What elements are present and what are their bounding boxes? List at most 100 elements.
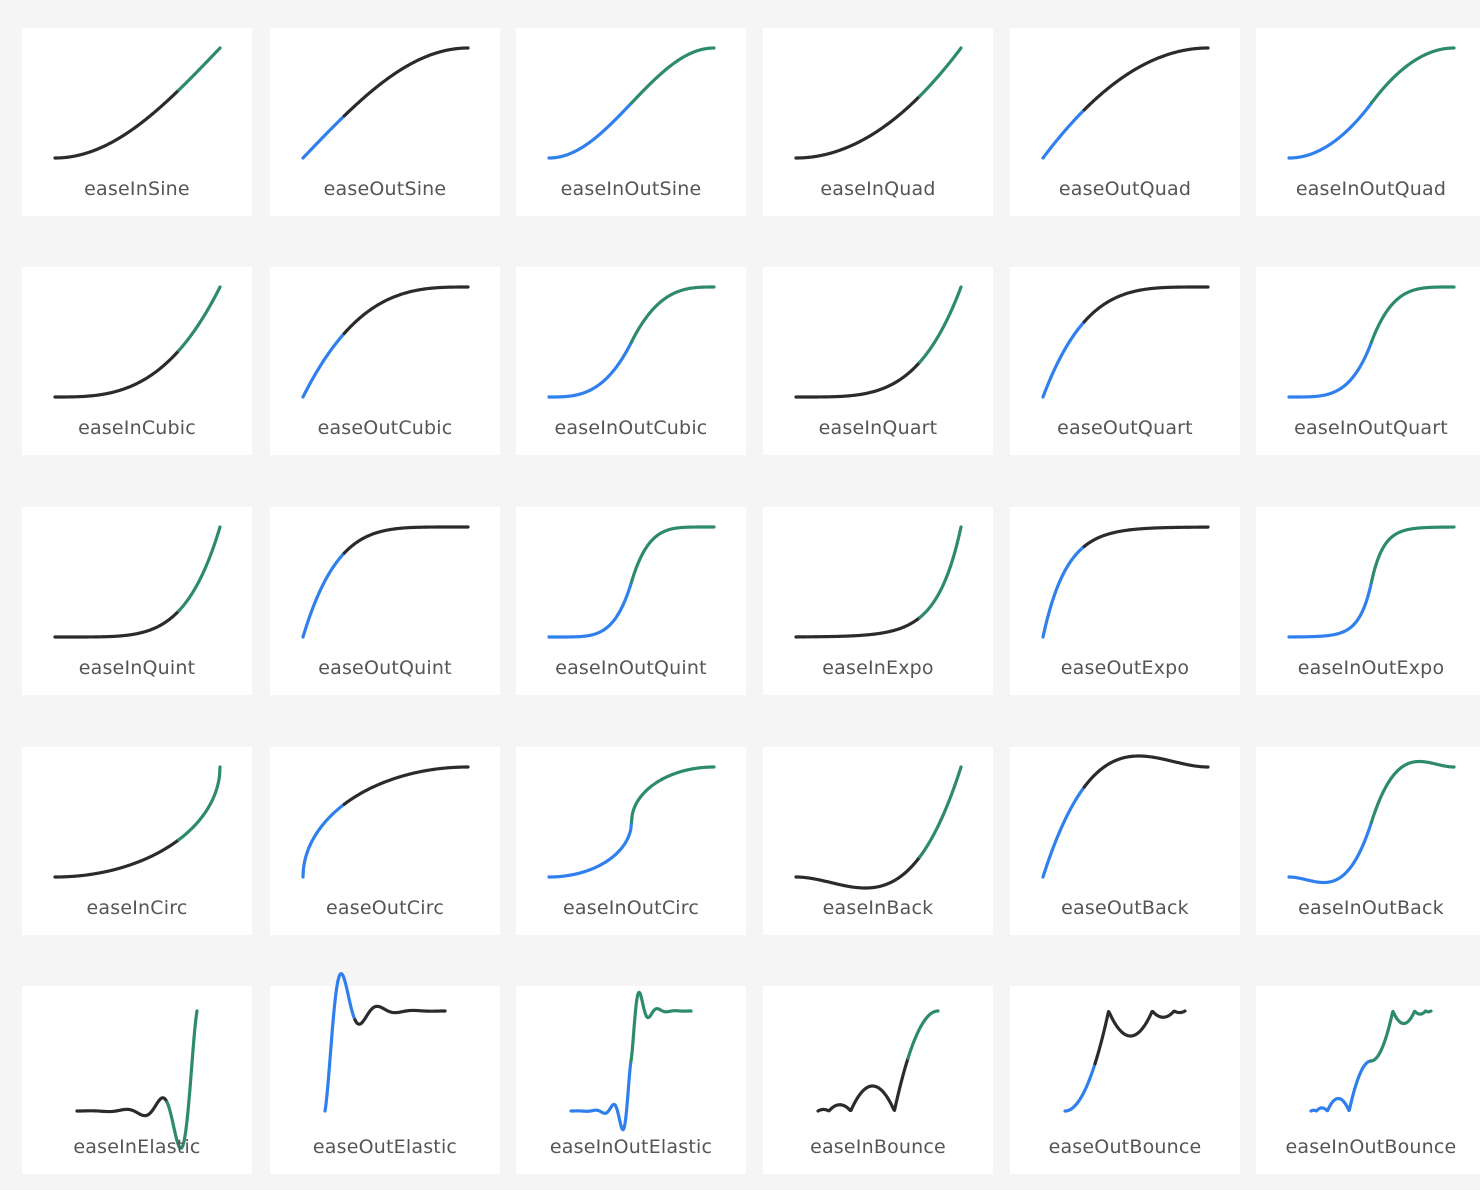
easing-label: easeOutCubic bbox=[317, 417, 453, 439]
easing-label: easeInOutBounce bbox=[1285, 1136, 1457, 1158]
curve-plot bbox=[1041, 754, 1210, 879]
easing-card[interactable]: easeInOutElastic bbox=[516, 986, 746, 1174]
easing-curve bbox=[918, 46, 963, 98]
curve-plot bbox=[794, 46, 963, 160]
curve-plot bbox=[547, 525, 716, 639]
easing-curve bbox=[794, 855, 922, 890]
easing-curve bbox=[301, 331, 346, 399]
easing-curve bbox=[1369, 46, 1456, 105]
easing-curve bbox=[1369, 285, 1456, 344]
easing-card[interactable]: easeInOutQuad bbox=[1256, 28, 1480, 216]
curve-plot bbox=[816, 1009, 940, 1113]
curve-plot bbox=[547, 285, 716, 399]
easing-curve bbox=[794, 360, 922, 399]
easing-card[interactable]: easeInElastic bbox=[22, 986, 252, 1174]
curve-plot bbox=[569, 990, 693, 1132]
easing-card[interactable]: easeInOutExpo bbox=[1256, 507, 1480, 695]
curve-plot bbox=[1041, 525, 1210, 639]
easing-card[interactable]: easeOutSine bbox=[270, 28, 500, 216]
easing-card[interactable]: easeInCubic bbox=[22, 267, 252, 455]
easing-curve bbox=[53, 609, 181, 639]
easing-card[interactable]: easeInQuad bbox=[763, 28, 993, 216]
easing-card[interactable]: easeInQuint bbox=[22, 507, 252, 695]
easing-label: easeInOutQuad bbox=[1295, 178, 1447, 200]
easing-curve bbox=[1369, 525, 1456, 584]
easing-curve bbox=[547, 340, 634, 399]
easing-curve bbox=[1063, 1062, 1097, 1113]
easing-label: easeInOutCubic bbox=[554, 417, 708, 439]
easing-card[interactable]: easeInOutBounce bbox=[1256, 986, 1480, 1174]
easing-card[interactable]: easeInBounce bbox=[763, 986, 993, 1174]
easing-curve bbox=[794, 615, 922, 639]
easing-curve bbox=[1041, 544, 1086, 639]
easing-card[interactable]: easeInOutCubic bbox=[516, 267, 746, 455]
easing-card[interactable]: easeInQuart bbox=[763, 267, 993, 455]
easing-card[interactable]: easeInOutQuint bbox=[516, 507, 746, 695]
easing-label: easeInOutCirc bbox=[563, 897, 699, 919]
easing-card[interactable]: easeOutExpo bbox=[1010, 507, 1240, 695]
easing-curve bbox=[1287, 340, 1374, 399]
easing-curve bbox=[1041, 785, 1086, 879]
easing-card[interactable]: easeOutCirc bbox=[270, 747, 500, 935]
curve-plot bbox=[1287, 285, 1456, 399]
easing-card[interactable]: easeInExpo bbox=[763, 507, 993, 695]
easing-label: easeOutBounce bbox=[1048, 1136, 1202, 1158]
easing-curve bbox=[794, 94, 922, 160]
curve-plot bbox=[301, 46, 470, 160]
easing-curve bbox=[301, 114, 346, 160]
easing-curve bbox=[1369, 759, 1456, 824]
easing-curve bbox=[53, 838, 181, 879]
easing-curve bbox=[323, 972, 357, 1113]
curve-plot bbox=[53, 525, 222, 639]
easing-curve bbox=[547, 101, 634, 160]
easing-card[interactable]: easeOutBack bbox=[1010, 747, 1240, 935]
easing-curve bbox=[918, 525, 963, 620]
easing-card[interactable]: easeOutQuart bbox=[1010, 267, 1240, 455]
easing-curve bbox=[177, 525, 222, 613]
easing-curve bbox=[918, 285, 963, 364]
curve-plot bbox=[1041, 46, 1210, 160]
easing-label: easeOutCirc bbox=[326, 897, 444, 919]
easing-card[interactable]: easeInOutBack bbox=[1256, 747, 1480, 935]
easing-card[interactable]: easeInCirc bbox=[22, 747, 252, 935]
easing-curve bbox=[177, 46, 222, 92]
easing-label: easeOutBack bbox=[1061, 897, 1189, 919]
curve-plot bbox=[1063, 1009, 1187, 1113]
easing-label: easeOutQuint bbox=[318, 657, 452, 679]
easing-card[interactable]: easeOutQuint bbox=[270, 507, 500, 695]
easing-curve bbox=[342, 285, 470, 336]
curve-plot bbox=[1287, 525, 1456, 639]
easing-label: easeInQuint bbox=[78, 657, 196, 679]
easing-label: easeInExpo bbox=[822, 657, 934, 679]
easing-card[interactable]: easeOutBounce bbox=[1010, 986, 1240, 1174]
easing-curve bbox=[629, 285, 716, 344]
easing-curve bbox=[1041, 320, 1086, 399]
easing-curve bbox=[918, 765, 963, 859]
easing-curve bbox=[1082, 754, 1210, 789]
easing-card[interactable]: easeInSine bbox=[22, 28, 252, 216]
easing-card[interactable]: easeInBack bbox=[763, 747, 993, 935]
easing-curve bbox=[342, 46, 470, 118]
easing-curve bbox=[342, 525, 470, 555]
easing-card[interactable]: easeOutCubic bbox=[270, 267, 500, 455]
easing-curve bbox=[177, 285, 222, 353]
easing-curve bbox=[547, 820, 634, 879]
easing-curve bbox=[1287, 820, 1374, 885]
easing-curve bbox=[177, 765, 222, 842]
easing-label: easeInBack bbox=[822, 897, 934, 919]
easing-curve bbox=[629, 990, 693, 1063]
easing-curve bbox=[569, 1059, 633, 1132]
easing-card[interactable]: easeInOutSine bbox=[516, 28, 746, 216]
easing-curve bbox=[75, 1096, 169, 1118]
easing-card[interactable]: easeOutQuad bbox=[1010, 28, 1240, 216]
curve-plot bbox=[53, 46, 222, 160]
easing-card[interactable]: easeInOutCirc bbox=[516, 747, 746, 935]
easing-card[interactable]: easeOutElastic bbox=[270, 972, 500, 1174]
easing-label: easeInQuad bbox=[820, 178, 936, 200]
easing-card[interactable]: easeInOutQuart bbox=[1256, 267, 1480, 455]
curve-plot bbox=[547, 46, 716, 160]
curve-plot bbox=[53, 285, 222, 399]
easing-curve bbox=[1041, 108, 1086, 160]
curve-plot bbox=[794, 765, 963, 890]
